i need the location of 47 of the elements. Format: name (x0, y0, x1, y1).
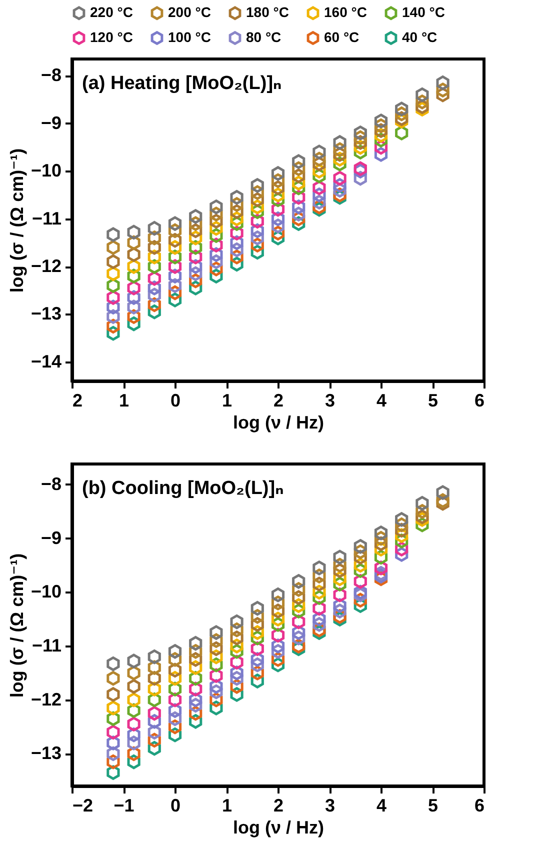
y-tick-label: −12 (30, 689, 62, 710)
y-axis-title: log (σ / (Ω cm)⁻¹) (6, 553, 27, 698)
x-tick-label: 3 (324, 796, 336, 816)
legend-label: 140 °C (402, 4, 445, 20)
y-tick-label: −13 (30, 304, 62, 324)
x-tick-label: 6 (474, 390, 484, 410)
y-tick-label: −8 (40, 474, 62, 494)
legend-label: 180 °C (246, 4, 289, 20)
legend-label: 220 °C (90, 4, 133, 20)
y-tick-label: −9 (40, 112, 62, 133)
legend-label: 200 °C (168, 4, 211, 20)
x-axis-title: log (ν / Hz) (233, 818, 324, 838)
y-tick-label: −10 (30, 160, 62, 181)
text: (b) Cooling [MoO₂(L)]ₙ (82, 478, 284, 499)
y-tick-label: −12 (30, 256, 62, 276)
x-tick-label: 1 (118, 390, 130, 410)
x-tick-label: 4 (376, 796, 387, 816)
y-tick-label: −10 (30, 582, 62, 602)
x-tick-label: 2 (273, 390, 284, 410)
legend-label: 80 °C (246, 29, 282, 45)
x-tick-label: 0 (170, 390, 181, 410)
legend-label: 160 °C (324, 4, 367, 20)
x-tick-label: 6 (474, 796, 484, 816)
x-tick-label: 2 (72, 390, 83, 410)
y-tick-label: −11 (32, 636, 62, 656)
x-tick-label: −1 (114, 796, 134, 816)
x-tick-label: 2 (273, 796, 284, 816)
y-tick-label: −14 (30, 351, 62, 372)
legend-label: 60 °C (324, 29, 360, 45)
y-tick-label: −8 (40, 65, 62, 86)
x-tick-label: 0 (170, 796, 181, 816)
y-tick-label: −9 (40, 528, 62, 548)
text: (a) Heating [MoO₂(L)]ₙ (82, 73, 282, 94)
x-tick-label: 3 (324, 390, 336, 410)
x-tick-label: 1 (222, 796, 232, 816)
x-tick-label: 5 (428, 796, 438, 816)
x-axis-title: log (ν / Hz) (233, 412, 324, 432)
legend-label: 40 °C (402, 29, 438, 45)
x-tick-label: 4 (376, 390, 387, 410)
legend-label: 120 °C (90, 29, 133, 45)
y-axis-title: log (σ / (Ω cm)⁻¹) (6, 148, 27, 293)
y-tick-label: −13 (30, 743, 62, 764)
x-tick-label: 5 (428, 390, 438, 410)
legend-label: 100 °C (168, 29, 211, 45)
x-tick-label: −2 (72, 796, 94, 816)
y-tick-label: −11 (32, 208, 62, 228)
x-tick-label: 1 (222, 390, 232, 410)
